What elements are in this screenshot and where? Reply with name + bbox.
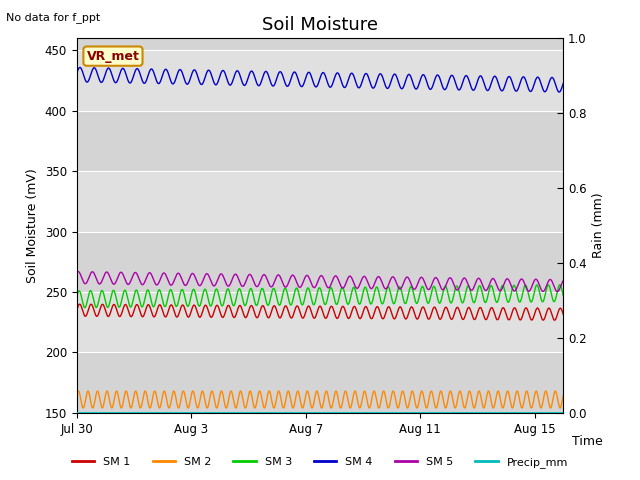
SM 2 [506, 398, 514, 404]
SM 2 [84, 388, 92, 394]
SM 2 [529, 400, 537, 406]
SM 3 [556, 282, 564, 288]
Line: SM 4: SM 4 [77, 68, 563, 92]
SM 1 [476, 305, 484, 311]
Title: Soil Moisture: Soil Moisture [262, 16, 378, 34]
SM 4 [362, 71, 369, 76]
SM 1 [362, 304, 369, 310]
SM 5 [529, 280, 537, 286]
Precip_mm [559, 410, 567, 416]
SM 1 [76, 301, 83, 307]
SM 2 [362, 391, 369, 396]
Precip_mm [506, 410, 514, 416]
Bar [77, 38, 563, 50]
SM 1 [551, 317, 559, 323]
Line: SM 5: SM 5 [77, 272, 563, 292]
Line: SM 1: SM 1 [77, 304, 563, 320]
SM 3 [406, 287, 413, 292]
SM 5 [476, 276, 484, 282]
Legend: SM 1, SM 2, SM 3, SM 4, SM 5, Precip_mm: SM 1, SM 2, SM 3, SM 4, SM 5, Precip_mm [68, 452, 572, 472]
Bar [77, 171, 563, 232]
Bar [77, 232, 563, 292]
SM 4 [529, 85, 537, 91]
Text: VR_met: VR_met [86, 49, 140, 62]
X-axis label: Time: Time [572, 435, 603, 448]
SM 2 [73, 393, 81, 398]
Line: SM 2: SM 2 [77, 391, 563, 408]
SM 3 [506, 296, 514, 301]
SM 1 [559, 312, 567, 317]
Bar [77, 111, 563, 171]
SM 5 [325, 285, 333, 290]
Precip_mm [529, 410, 537, 416]
Precip_mm [73, 410, 81, 416]
SM 2 [325, 399, 333, 405]
SM 5 [554, 289, 561, 295]
SM 1 [325, 308, 333, 313]
SM 4 [556, 89, 563, 95]
Precip_mm [476, 410, 483, 416]
SM 3 [81, 305, 89, 311]
SM 4 [73, 70, 81, 76]
SM 3 [476, 283, 484, 288]
Precip_mm [325, 410, 333, 416]
SM 1 [529, 316, 537, 322]
SM 5 [362, 275, 369, 280]
Y-axis label: Soil Moisture (mV): Soil Moisture (mV) [26, 168, 39, 283]
SM 5 [406, 277, 413, 283]
SM 5 [73, 270, 81, 276]
SM 2 [559, 393, 567, 398]
SM 4 [476, 73, 484, 79]
Line: SM 3: SM 3 [77, 285, 563, 308]
Precip_mm [406, 410, 413, 416]
SM 4 [76, 65, 84, 71]
SM 5 [74, 269, 82, 275]
Y-axis label: Rain (mm): Rain (mm) [592, 193, 605, 258]
SM 4 [506, 74, 514, 80]
SM 4 [559, 81, 567, 86]
Bar [77, 292, 563, 352]
SM 5 [559, 278, 567, 284]
SM 3 [73, 294, 81, 300]
SM 3 [362, 285, 369, 290]
SM 2 [406, 398, 413, 404]
SM 4 [406, 72, 413, 77]
SM 2 [99, 405, 106, 411]
Text: No data for f_ppt: No data for f_ppt [6, 12, 100, 23]
SM 3 [529, 295, 537, 301]
SM 1 [73, 307, 81, 313]
SM 3 [559, 293, 567, 299]
Bar [77, 352, 563, 413]
Precip_mm [362, 410, 369, 416]
SM 1 [406, 308, 413, 313]
SM 5 [506, 280, 514, 286]
SM 1 [506, 315, 514, 321]
Bar [77, 50, 563, 111]
SM 2 [476, 390, 484, 396]
SM 4 [325, 84, 333, 89]
SM 3 [325, 288, 333, 294]
